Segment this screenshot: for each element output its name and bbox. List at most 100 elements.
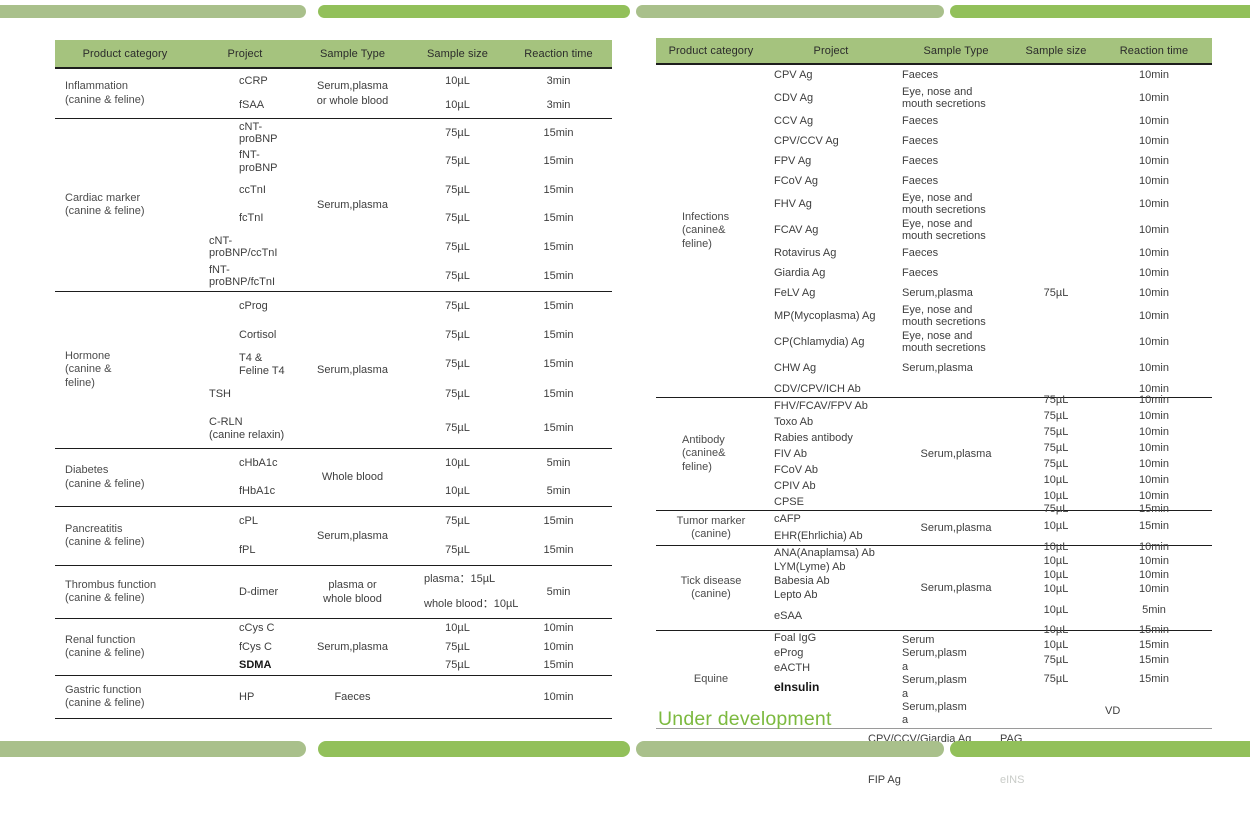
category-cell: Cardiac marker (canine & feline): [55, 119, 195, 291]
sample-type-column: plasma or whole blood: [295, 566, 410, 618]
table-header-row: Product category Project Sample Type Sample…: [656, 38, 1212, 65]
reaction-time-cell: 3min: [546, 74, 571, 87]
reaction-time-cell: 15min: [1139, 503, 1169, 516]
sample-size-cell: 75µL: [445, 329, 470, 342]
column-header: Project: [227, 47, 263, 60]
sample-size-cell: 75µL: [445, 212, 470, 225]
project-cell: eACTH: [774, 662, 811, 675]
project-cell: Toxo Ab: [774, 415, 814, 428]
sample-type-column: Serum,plasma: [295, 292, 410, 448]
sample-type-merged: Serum,plasma: [317, 529, 388, 542]
sample-type-column: Faeces: [295, 676, 410, 718]
sample-size-cell: 75µL: [445, 387, 470, 400]
reaction-time-column: 10min 10min 10min 10min 5min: [1096, 540, 1212, 630]
decor-bar-top-2: [318, 5, 630, 18]
sample-type-text: Eye, nose and mouth secretions: [902, 329, 986, 355]
reaction-time-column: 15min 15min 15min 15min 15min 15min: [505, 119, 612, 291]
reaction-time-column: 10min: [505, 676, 612, 718]
reaction-time-cell: 5min: [546, 585, 571, 598]
reaction-time-column: 15min 15min: [1096, 501, 1212, 545]
sample-size-cell: 10µL: [1043, 489, 1069, 502]
sample-size-cell: 75µL: [1043, 654, 1069, 667]
project-column: FHV/FCAV/FPV Ab Toxo Ab Rabies antibody FIV…: [766, 398, 896, 510]
reaction-time-cell: 15min: [543, 329, 574, 342]
sample-size-column: 10µL 10µL: [410, 449, 505, 506]
project-cell: TSH: [209, 387, 231, 400]
reaction-time-cell: 15min: [1139, 520, 1169, 533]
table-section: Hormone (canine & feline) cProg Cortisol T4…: [55, 291, 612, 448]
decor-bar-top-4: [950, 5, 1250, 18]
sample-size-column: [410, 676, 505, 718]
reaction-time-cell: 10min: [1139, 266, 1169, 279]
reaction-time-cell: 10min: [543, 622, 574, 635]
reaction-time-cell: 5min: [1142, 603, 1166, 616]
sample-type-cell: Eye, nose and mouth secretions: [896, 85, 1016, 111]
table-section: Tick disease (canine) ANA(Anaplamsa) Ab LY…: [656, 541, 1212, 630]
reaction-time-cell: 15min: [1139, 654, 1169, 667]
sample-size-cell: 75µL: [445, 183, 470, 196]
sample-type-column: Faeces Eye, nose and mouth secretions Faec…: [896, 65, 1016, 397]
project-column: ANA(Anaplamsa) Ab LYM(Lyme) Ab Babesia Ab L…: [766, 546, 896, 630]
sample-type-merged: Serum,plasma: [920, 447, 992, 460]
sample-size-cell: [410, 676, 505, 718]
reaction-time-cell: 10min: [1139, 361, 1169, 374]
project-cell: EHR(Ehrlichia) Ab: [774, 530, 863, 543]
reaction-time-cell: 10min: [1139, 246, 1169, 259]
reaction-time-cell: 10min: [1139, 540, 1169, 553]
sample-type-text: Serum,plasma: [902, 361, 973, 374]
table-section: Pancreatitis (canine & feline) cPL fPL Seru…: [55, 506, 612, 565]
project-cell: SDMA: [239, 659, 272, 672]
category-label: Pancreatitis (canine & feline): [65, 522, 145, 549]
category-label: Hormone (canine & feline): [65, 349, 112, 389]
reaction-time-column: 10min 10min 10min 10min 10min 10min 10min 10min…: [1096, 65, 1212, 397]
project-column: cProg Cortisol T4 & Feline T4 TSH C-RLN (can…: [195, 292, 295, 448]
sample-size-cell: 75µL: [445, 544, 470, 557]
project-cell: cCys C: [239, 622, 275, 635]
sample-size-cell: 75µL: [445, 515, 470, 528]
column-header: Sample Type: [923, 44, 989, 57]
under-development-items-1: CPV/CCV/Giardia Ag FIP Ag: [868, 706, 971, 814]
category-cell: Pancreatitis (canine & feline): [55, 507, 195, 565]
project-cell: fPL: [239, 544, 256, 557]
table-header-row: Product category Project Sample Type Sample…: [55, 40, 612, 69]
reaction-time-column: 5min 5min: [505, 449, 612, 506]
sample-type-merged: Faeces: [334, 690, 371, 703]
reaction-time-cell: 15min: [543, 515, 574, 528]
table-section: Gastric function (canine & feline) HP Faec…: [55, 675, 612, 719]
category-label: Thrombus function (canine & feline): [65, 578, 157, 605]
sample-size-column: plasma：15µL whole blood：10µL: [410, 566, 518, 618]
project-column: D-dimer: [195, 566, 295, 618]
column-header: Product category: [668, 44, 754, 57]
category-label: Tick disease (canine): [680, 574, 742, 601]
reaction-time-cell: 10min: [1139, 441, 1169, 454]
reaction-time-cell: 15min: [543, 183, 574, 196]
table-section: Renal function (canine & feline) cCys C fC…: [55, 618, 612, 675]
project-cell: fNT-proBNP/fcTnI: [209, 263, 276, 289]
category-label: Tumor marker (canine): [676, 514, 746, 541]
sample-size-cell: 10µL: [1043, 582, 1069, 595]
project-cell: fNT-proBNP: [239, 149, 278, 174]
project-cell: cNT-proBNP/ccTnI: [209, 234, 278, 260]
sample-size-cell: 75µL: [445, 300, 470, 313]
sample-size-cell: 10µL: [445, 99, 470, 112]
sample-size-column: 75µL: [1016, 65, 1096, 397]
reaction-time-cell: 10min: [1139, 68, 1169, 81]
reaction-time-cell: 15min: [543, 300, 574, 313]
sample-size-cell: 10µL: [445, 485, 470, 498]
project-cell: fCys C: [239, 640, 272, 653]
reaction-time-cell: 10min: [1139, 568, 1169, 581]
reaction-time-cell: 10min: [1139, 91, 1169, 104]
sample-type-cell: Eye, nose and mouth secretions: [896, 303, 1016, 329]
sample-type-merged: plasma or whole blood: [323, 578, 382, 606]
project-column: CPV Ag CDV Ag CCV Ag CPV/CCV Ag FPV Ag FCoV A…: [766, 65, 896, 397]
reaction-time-cell: 3min: [546, 99, 571, 112]
sample-size-cell: 10µL: [1043, 540, 1069, 553]
reaction-time-column: 10min 10min 10min 10min 10min 10min 10min: [1096, 392, 1212, 510]
sample-type-column: Whole blood: [295, 449, 410, 506]
reaction-time-cell: 15min: [1139, 672, 1169, 685]
project-cell: CPV Ag: [774, 68, 813, 81]
sample-size-cell: 10µL: [1043, 638, 1069, 651]
sample-size-cell: 75µL: [445, 659, 470, 672]
column-header: Sample Type: [319, 47, 386, 60]
sample-size-cell: 75µL: [445, 240, 470, 253]
